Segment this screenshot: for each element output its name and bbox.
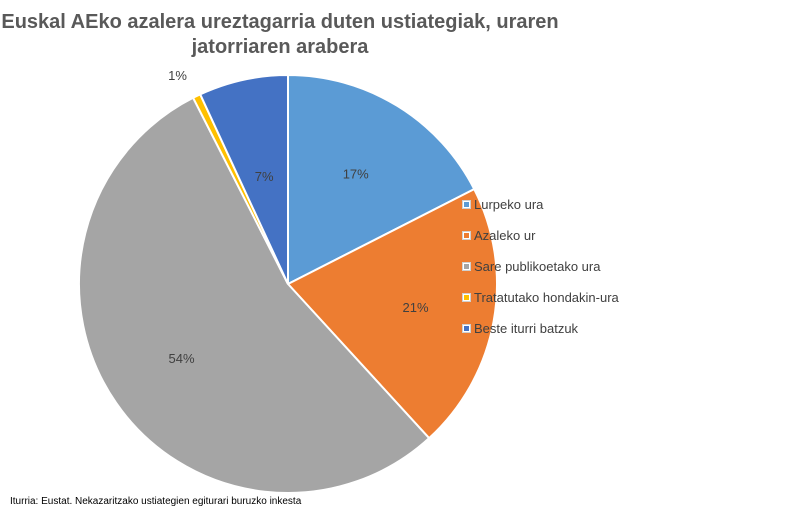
- legend-swatch: [462, 293, 471, 302]
- data-label-1: 17%: [343, 167, 369, 182]
- legend-label: Lurpeko ura: [474, 197, 544, 212]
- legend-swatch: [462, 324, 471, 333]
- legend-swatch: [462, 200, 471, 209]
- data-label-4: 1%: [168, 68, 187, 83]
- legend-label: Tratatutako hondakin-ura: [474, 290, 619, 305]
- legend-item: Tratatutako hondakin-ura: [462, 282, 619, 313]
- legend-swatch: [462, 231, 471, 240]
- legend-label: Azaleko ur: [474, 228, 536, 243]
- legend: Lurpeko ura Azaleko ur Sare publikoetako u…: [462, 189, 619, 344]
- legend-swatch: [462, 262, 471, 271]
- legend-label: Sare publikoetako ura: [474, 259, 601, 274]
- chart-title: Euskal AEko azalera ureztagarria duten u…: [0, 10, 560, 60]
- legend-label: Beste iturri batzuk: [474, 321, 579, 336]
- pie-slice-3: [78, 96, 431, 494]
- legend-item: Lurpeko ura: [462, 189, 619, 220]
- data-label-3: 54%: [169, 351, 195, 366]
- data-label-5: 7%: [255, 169, 274, 184]
- legend-item: Sare publikoetako ura: [462, 251, 619, 282]
- pie-slice-1: [287, 73, 476, 286]
- chart-title-line-1: Euskal AEko azalera ureztagarria duten u…: [1, 11, 559, 33]
- data-label-2: 21%: [402, 300, 428, 315]
- legend-item: Azaleko ur: [462, 220, 619, 251]
- pie-slice-2: [286, 187, 498, 440]
- pie-slice-5: [198, 73, 289, 285]
- source-note: Iturria: Eustat. Nekazaritzako ustiategi…: [10, 496, 302, 507]
- chart-title-line-2: jatorriaren arabera: [191, 36, 369, 58]
- legend-item: Beste iturri batzuk: [462, 313, 619, 344]
